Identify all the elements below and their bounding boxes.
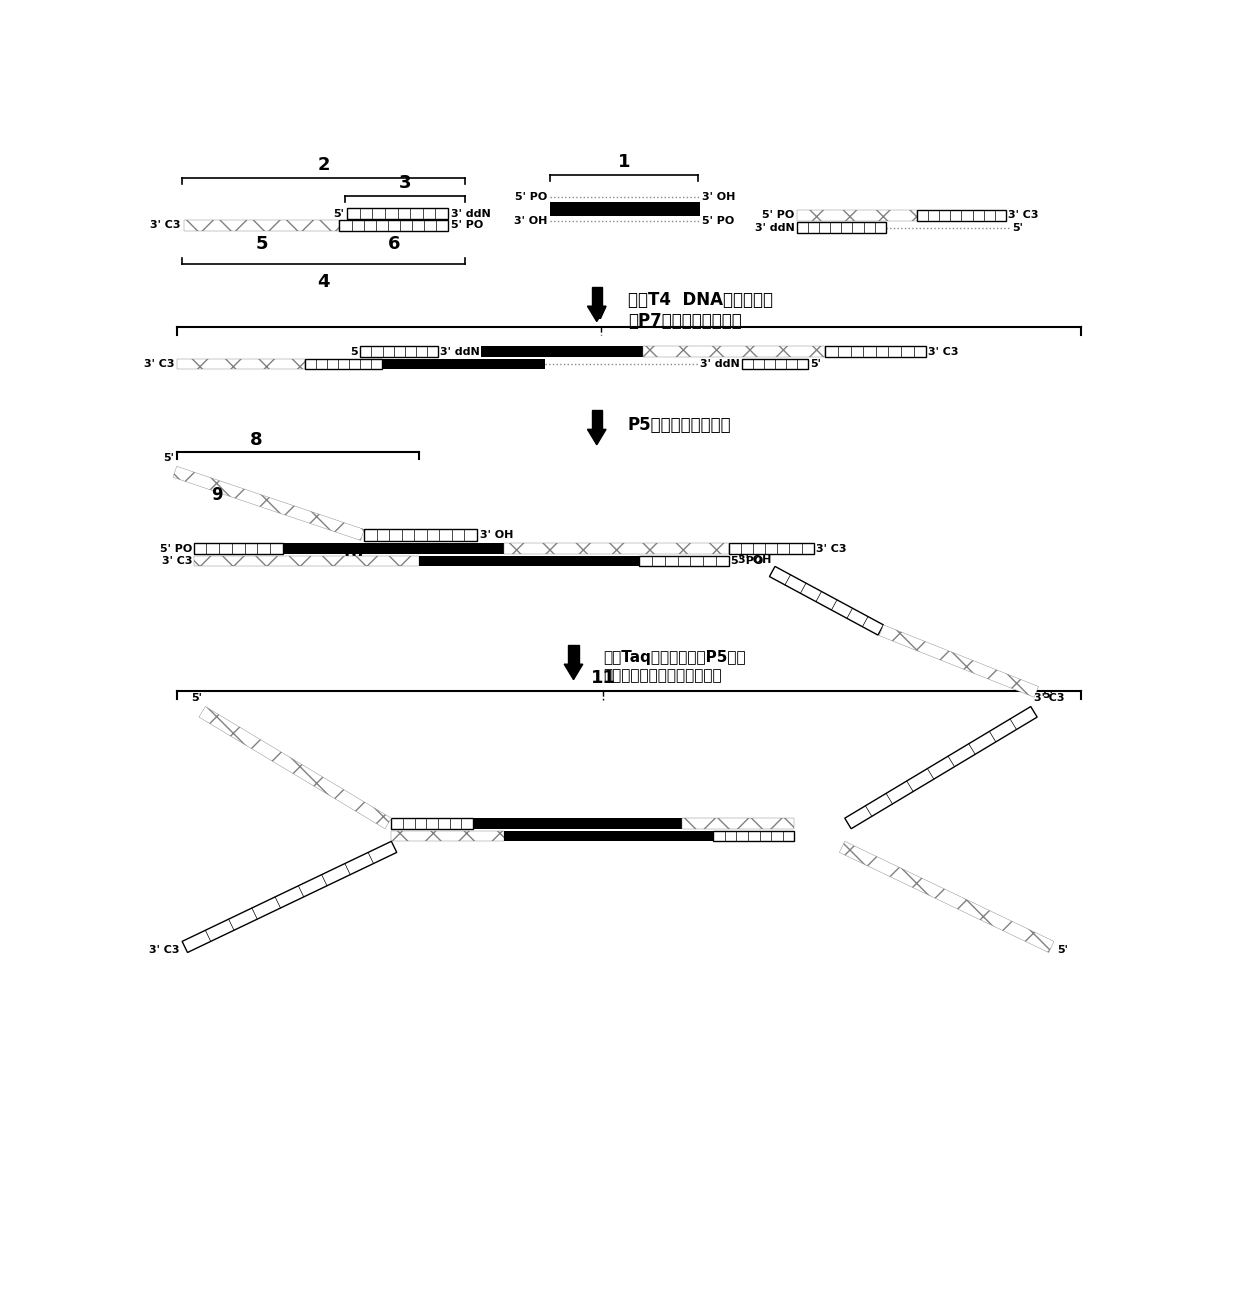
Bar <box>640 555 729 567</box>
Text: 利用Taq连接酶进行的P5接头
的夹板连接产生最终文库产物: 利用Taq连接酶进行的P5接头 的夹板连接产生最终文库产物 <box>603 650 745 682</box>
Text: 3: 3 <box>399 174 412 192</box>
Text: 5': 5' <box>1012 222 1023 233</box>
Polygon shape <box>770 567 883 636</box>
Bar <box>481 346 644 358</box>
Text: 5: 5 <box>255 235 268 254</box>
Text: 5' PO: 5' PO <box>702 216 734 226</box>
Text: 3' C3: 3' C3 <box>929 347 959 356</box>
Text: 5: 5 <box>351 347 358 356</box>
Bar <box>797 209 916 221</box>
Text: 5': 5' <box>1043 690 1053 701</box>
Text: 1: 1 <box>618 153 630 172</box>
Text: 3' ddN: 3' ddN <box>451 209 491 218</box>
Text: 3' ddN: 3' ddN <box>699 359 739 369</box>
Polygon shape <box>588 429 606 445</box>
Bar <box>347 208 448 220</box>
Text: 11: 11 <box>590 670 615 688</box>
Text: 3' OH: 3' OH <box>513 216 547 226</box>
Bar <box>826 346 926 358</box>
Bar <box>551 203 699 216</box>
Polygon shape <box>564 664 583 680</box>
Bar <box>185 220 340 230</box>
Text: 3' ddN: 3' ddN <box>755 222 795 233</box>
Text: 利用T4  DNA连接酶进行
的P7接头的平末端连接: 利用T4 DNA连接酶进行 的P7接头的平末端连接 <box>627 291 773 329</box>
Bar <box>797 222 885 233</box>
Text: 3' C3: 3' C3 <box>150 220 181 230</box>
Text: 8: 8 <box>249 430 262 448</box>
Bar <box>682 818 795 829</box>
Text: 3' C3: 3' C3 <box>161 556 192 566</box>
Bar <box>176 359 305 369</box>
Bar <box>713 831 795 841</box>
Text: 4: 4 <box>317 273 330 291</box>
Text: 7: 7 <box>594 306 606 324</box>
Bar <box>392 818 472 829</box>
Text: 5': 5' <box>811 359 822 369</box>
Bar <box>419 555 640 567</box>
Text: 3' C3: 3' C3 <box>1008 211 1039 220</box>
Text: 6: 6 <box>387 235 401 254</box>
Polygon shape <box>172 467 365 541</box>
Text: 10: 10 <box>340 545 363 563</box>
Text: 5' PO: 5' PO <box>160 543 192 554</box>
Text: 5': 5' <box>1056 945 1068 956</box>
Text: 3' C3: 3' C3 <box>144 359 175 369</box>
Bar <box>591 410 601 429</box>
Bar <box>503 831 713 841</box>
Text: 3' OH: 3' OH <box>702 192 735 202</box>
Bar <box>916 209 1006 221</box>
Text: 2: 2 <box>317 156 330 174</box>
Bar <box>503 543 729 554</box>
Text: 5' PO: 5' PO <box>515 192 547 202</box>
Bar <box>472 818 682 829</box>
Text: 5' PO: 5' PO <box>763 211 795 220</box>
Bar <box>193 555 419 567</box>
Text: 3' OH: 3' OH <box>481 530 513 540</box>
Bar <box>283 543 503 554</box>
Polygon shape <box>182 841 397 953</box>
Bar <box>743 359 808 369</box>
Bar <box>568 645 579 664</box>
Bar <box>392 831 503 841</box>
Text: 5': 5' <box>191 693 202 703</box>
Text: 5' PO: 5' PO <box>451 220 484 230</box>
Text: 3' C3: 3' C3 <box>816 543 847 554</box>
Text: 5': 5' <box>162 454 174 463</box>
Polygon shape <box>844 707 1037 828</box>
Bar <box>729 543 813 554</box>
Text: P5接头的引入和退火: P5接头的引入和退火 <box>627 416 732 434</box>
Bar <box>305 359 382 369</box>
Text: 3' ddN: 3' ddN <box>440 347 480 356</box>
Polygon shape <box>839 841 1054 953</box>
Polygon shape <box>365 529 476 541</box>
Polygon shape <box>879 625 1039 697</box>
Text: 5' PO: 5' PO <box>730 556 763 566</box>
Text: 9: 9 <box>211 486 223 504</box>
Polygon shape <box>198 707 392 828</box>
Polygon shape <box>588 306 606 321</box>
Bar <box>382 359 544 369</box>
Bar <box>340 220 448 230</box>
Text: 3' C3: 3' C3 <box>149 945 179 956</box>
Text: 5': 5' <box>334 209 345 218</box>
Text: 3' OH: 3' OH <box>738 555 771 566</box>
Text: 3' C3: 3' C3 <box>1034 693 1064 703</box>
Bar <box>361 346 438 358</box>
Bar <box>193 543 283 554</box>
Bar <box>591 287 601 306</box>
Bar <box>644 346 826 358</box>
